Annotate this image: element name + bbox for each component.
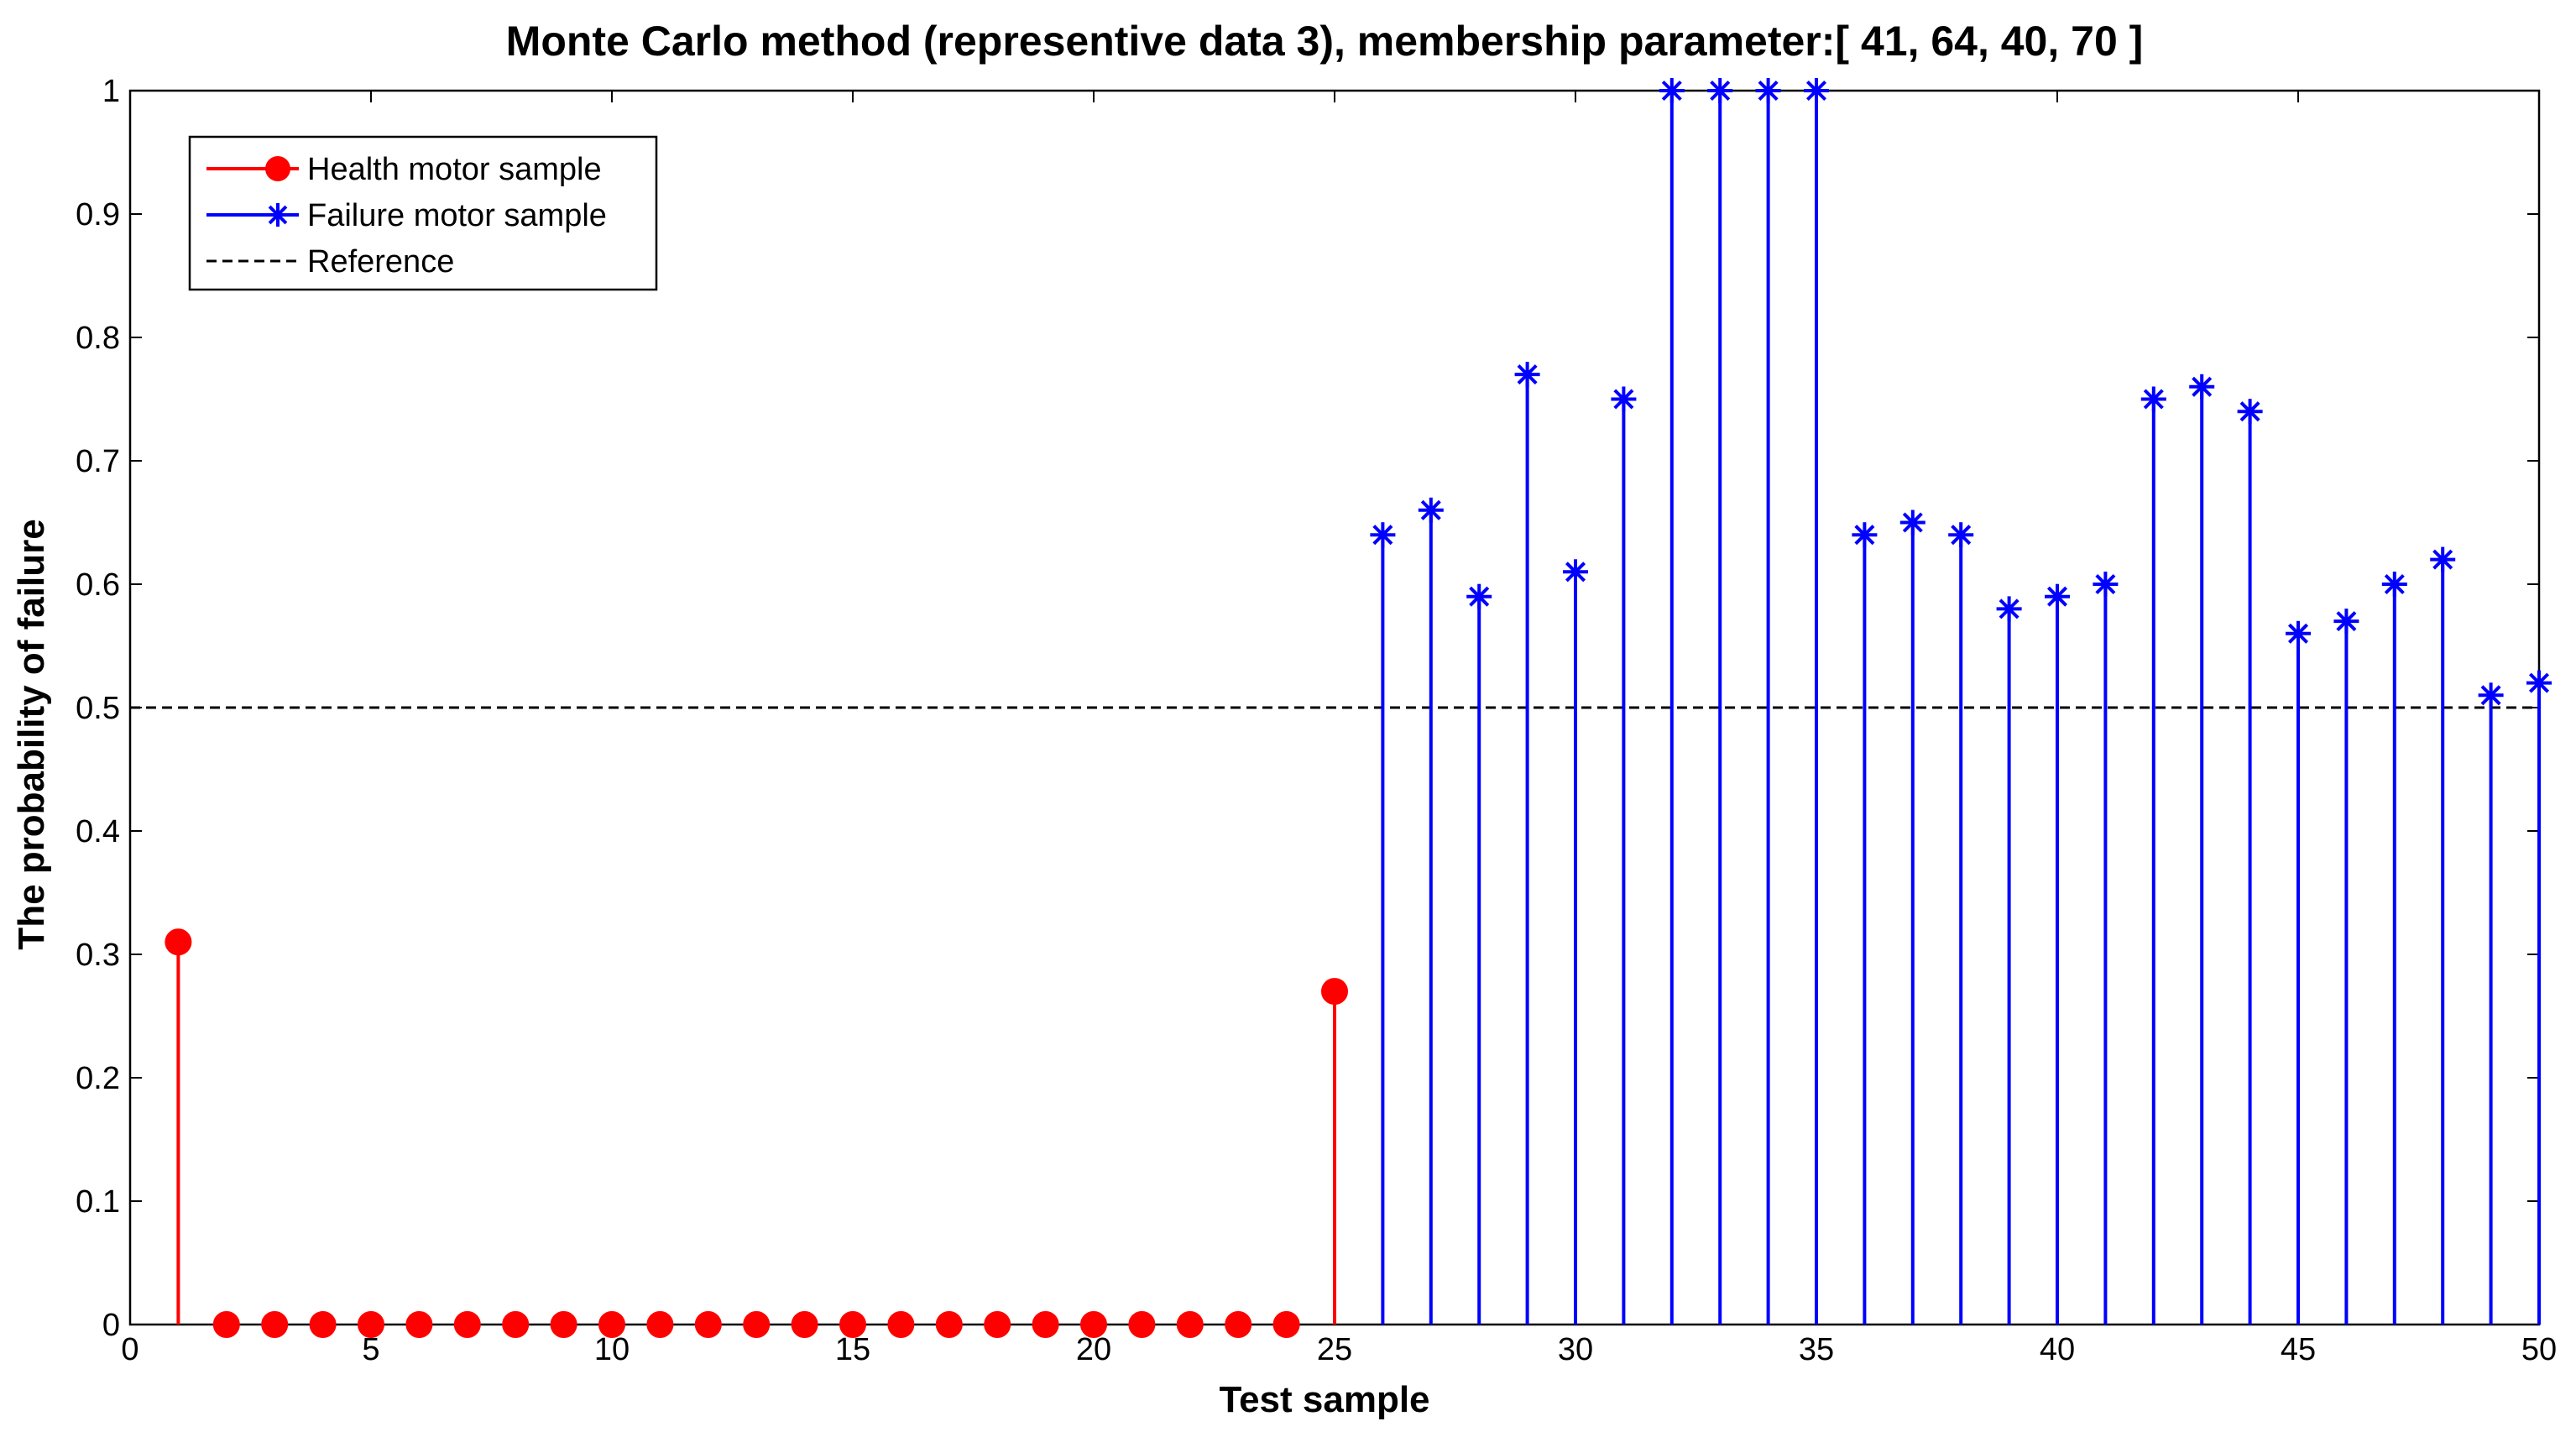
x-tick-label: 30 xyxy=(1558,1332,1593,1367)
legend-entry-label: Health motor sample xyxy=(307,152,602,187)
legend-marker-asterisk xyxy=(266,203,290,227)
legend-entry-label: Failure motor sample xyxy=(307,198,607,233)
stem-marker-circle xyxy=(358,1311,384,1338)
x-axis-label: Test sample xyxy=(1219,1379,1429,1420)
x-tick-label: 5 xyxy=(362,1332,379,1367)
stem-marker-circle xyxy=(309,1311,337,1338)
y-tick-label: 0.6 xyxy=(76,567,120,603)
stem-marker-circle xyxy=(791,1311,818,1338)
stem-marker-asterisk xyxy=(2140,386,2166,412)
y-tick-label: 0.4 xyxy=(76,814,120,849)
legend: Health motor sample Failure motor sample R… xyxy=(188,135,658,291)
stem-marker-asterisk xyxy=(1948,522,1974,548)
y-tick-label: 0.7 xyxy=(76,444,120,479)
stem-marker-asterisk xyxy=(2093,572,2119,597)
stem-marker-asterisk xyxy=(1466,583,1492,609)
stem-marker-circle xyxy=(165,928,192,956)
stem-marker-asterisk xyxy=(1563,559,1588,585)
y-tick-label: 0.8 xyxy=(76,321,120,356)
stem-marker-asterisk xyxy=(2237,399,2263,425)
stem-marker-asterisk xyxy=(2333,609,2359,635)
stem-marker-asterisk xyxy=(2286,620,2311,646)
x-tick-label: 25 xyxy=(1317,1332,1352,1367)
stem-marker-asterisk xyxy=(1659,78,1685,103)
legend-marker-circle xyxy=(265,156,290,181)
chart-title: Monte Carlo method (representive data 3)… xyxy=(506,18,2144,65)
stem-marker-asterisk xyxy=(1370,522,1396,548)
stem-marker-circle xyxy=(887,1311,915,1338)
stem-marker-circle xyxy=(1176,1311,1204,1338)
stem-marker-asterisk xyxy=(2478,682,2504,708)
stem-marker-circle xyxy=(1321,978,1348,1006)
stem-marker-asterisk xyxy=(1755,78,1781,103)
x-tick-label: 45 xyxy=(2281,1332,2316,1367)
stem-marker-circle xyxy=(598,1311,625,1338)
stem-marker-asterisk xyxy=(1996,596,2022,622)
stem-marker-circle xyxy=(1272,1311,1300,1338)
x-tick-label: 50 xyxy=(2521,1332,2557,1367)
stem-marker-circle xyxy=(405,1311,433,1338)
stem-marker-asterisk xyxy=(2381,572,2407,597)
stem-marker-circle xyxy=(1032,1311,1059,1338)
stem-marker-asterisk xyxy=(1611,386,1637,412)
stem-marker-circle xyxy=(453,1311,481,1338)
y-tick-label: 0.5 xyxy=(76,691,120,726)
stem-marker-asterisk xyxy=(1899,509,1925,536)
plot-area: 0 5 10 15 20 25 30 35 40 45 5000.10.20.30.40.50.60… xyxy=(76,74,2557,1367)
stem-marker-asterisk xyxy=(1804,78,1829,103)
series-1 xyxy=(165,928,1348,1338)
stem-marker-asterisk xyxy=(2430,546,2456,572)
x-tick-label: 40 xyxy=(2040,1332,2075,1367)
legend-entry-label: Reference xyxy=(307,244,454,280)
series-2 xyxy=(1370,78,2552,1325)
stem-marker-circle xyxy=(935,1311,963,1338)
stem-marker-asterisk xyxy=(1418,497,1444,523)
stem-marker-circle xyxy=(550,1311,577,1338)
x-tick-label: 35 xyxy=(1799,1332,1834,1367)
stem-marker-asterisk xyxy=(2189,374,2215,400)
stem-marker-circle xyxy=(1080,1311,1107,1338)
y-axis-label: The probability of failure xyxy=(11,519,52,949)
x-tick-label: 0 xyxy=(121,1332,138,1367)
stem-marker-circle xyxy=(1128,1311,1156,1338)
stem-marker-asterisk xyxy=(1852,522,1878,548)
stem-marker-asterisk xyxy=(2045,583,2070,609)
stem-marker-circle xyxy=(839,1311,866,1338)
stem-marker-circle xyxy=(743,1311,771,1338)
y-tick-label: 0.9 xyxy=(76,197,120,233)
stem-marker-circle xyxy=(984,1311,1011,1338)
y-tick-label: 0 xyxy=(102,1308,120,1343)
stem-marker-circle xyxy=(261,1311,289,1338)
stem-marker-circle xyxy=(1225,1311,1252,1338)
stem-marker-circle xyxy=(502,1311,530,1338)
y-tick-label: 0.3 xyxy=(76,938,120,973)
stem-marker-asterisk xyxy=(2526,670,2552,696)
y-tick-label: 1 xyxy=(102,74,120,109)
stem-marker-circle xyxy=(212,1311,240,1338)
y-tick-label: 0.2 xyxy=(76,1061,120,1096)
stem-marker-circle xyxy=(694,1311,722,1338)
y-tick-label: 0.1 xyxy=(76,1184,120,1220)
stem-marker-asterisk xyxy=(1514,362,1540,388)
stem-marker-circle xyxy=(646,1311,674,1338)
stem-marker-asterisk xyxy=(1707,78,1733,103)
